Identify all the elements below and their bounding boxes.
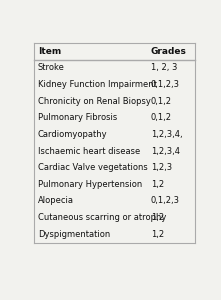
Bar [34,159,196,176]
Text: Pulmonary Fibrosis: Pulmonary Fibrosis [38,113,117,122]
Bar [34,93,196,110]
Bar [34,76,196,93]
Text: 1, 2, 3: 1, 2, 3 [151,63,177,72]
Bar [34,226,196,242]
Text: Ischaemic heart disease: Ischaemic heart disease [38,146,140,155]
Text: 0,1,2: 0,1,2 [151,113,172,122]
Text: 1,2: 1,2 [151,230,164,239]
Bar [34,209,196,226]
Text: 0,1,2: 0,1,2 [151,97,172,106]
Text: 1,2: 1,2 [151,213,164,222]
Text: 1,2,3,4: 1,2,3,4 [151,146,180,155]
Text: Alopecia: Alopecia [38,196,74,206]
Text: Cutaneous scarring or atrophy: Cutaneous scarring or atrophy [38,213,166,222]
Text: Chronicity on Renal Biopsy: Chronicity on Renal Biopsy [38,97,151,106]
Text: 1,2,3,4,: 1,2,3,4, [151,130,183,139]
Text: Cardiac Valve vegetations: Cardiac Valve vegetations [38,163,148,172]
Bar [34,193,196,209]
Text: Cardiomyopathy: Cardiomyopathy [38,130,108,139]
Text: Grades: Grades [151,47,187,56]
Bar [34,143,196,159]
Text: Kidney Function Impairment: Kidney Function Impairment [38,80,157,89]
Bar [34,110,196,126]
Text: Item: Item [38,47,61,56]
Text: 0,1,2,3: 0,1,2,3 [151,80,180,89]
Text: 1,2: 1,2 [151,180,164,189]
Text: Dyspigmentation: Dyspigmentation [38,230,110,239]
Bar [34,176,196,193]
Bar [34,126,196,143]
Text: Stroke: Stroke [38,63,65,72]
Text: Pulmonary Hypertension: Pulmonary Hypertension [38,180,142,189]
Bar [34,60,196,76]
Bar [34,43,196,60]
Text: 0,1,2,3: 0,1,2,3 [151,196,180,206]
Text: 1,2,3: 1,2,3 [151,163,172,172]
